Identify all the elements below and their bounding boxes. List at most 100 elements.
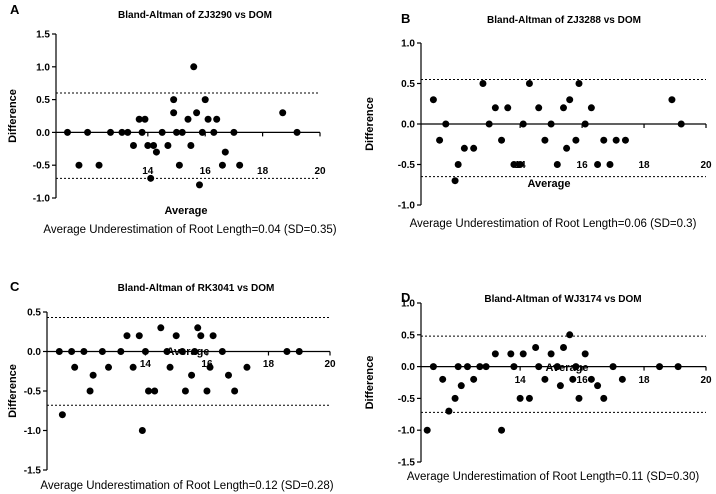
data-point: [163, 348, 171, 355]
data-point: [141, 348, 149, 355]
data-point: [145, 387, 153, 395]
data-point: [138, 427, 146, 434]
data-point: [525, 80, 533, 87]
data-point: [674, 363, 682, 371]
data-point: [243, 363, 251, 371]
data-point: [572, 363, 580, 371]
data-point: [621, 136, 629, 144]
y-tick-label: -0.5: [33, 161, 51, 172]
y-tick-label: -1.5: [398, 458, 416, 469]
x-axis-label: Average: [545, 362, 588, 374]
x-tick-label: 18: [263, 359, 275, 370]
data-point: [173, 128, 181, 136]
data-point: [150, 142, 158, 150]
data-point: [135, 332, 143, 340]
data-point: [553, 363, 561, 371]
data-point: [172, 332, 180, 340]
data-point: [535, 104, 543, 112]
x-tick-label: 18: [638, 375, 650, 386]
data-point: [98, 348, 106, 355]
data-point: [68, 348, 76, 355]
data-point: [575, 394, 583, 402]
data-point: [569, 375, 577, 383]
data-point: [541, 375, 549, 383]
data-point: [201, 96, 209, 104]
y-tick-label: 0.0: [36, 128, 50, 139]
data-point: [175, 161, 183, 169]
data-point: [84, 128, 92, 136]
y-tick-label: -0.5: [398, 394, 416, 405]
y-tick-label: 1.0: [36, 62, 50, 73]
caption: Average Underestimation of Root Length=0…: [40, 480, 333, 492]
data-point: [141, 115, 149, 123]
data-point: [504, 104, 512, 112]
panel-letter: C: [10, 279, 20, 294]
data-point: [190, 63, 198, 71]
data-point: [566, 331, 574, 339]
data-point: [479, 80, 487, 87]
data-point: [463, 363, 471, 371]
data-point: [117, 348, 125, 355]
y-tick-label: 0.5: [401, 79, 415, 90]
y-tick-label: -0.5: [398, 160, 416, 171]
data-point: [197, 332, 205, 340]
x-tick-label: 14: [142, 166, 154, 177]
data-point: [476, 363, 484, 371]
data-point: [563, 144, 571, 152]
data-point: [618, 375, 626, 383]
data-point: [151, 387, 159, 395]
data-point: [560, 104, 567, 112]
data-point: [55, 348, 63, 355]
data-point: [204, 115, 212, 123]
panel-c: C Bland-Altman of RK3041 vs DOM -1.5 -1.0 -0…: [7, 279, 336, 492]
data-point: [187, 142, 195, 150]
data-point: [95, 161, 103, 169]
panel-letter: D: [401, 290, 410, 305]
data-point: [566, 96, 574, 104]
data-point: [460, 144, 468, 152]
data-point: [560, 344, 567, 352]
data-point: [482, 363, 490, 371]
y-axis-label: Difference: [364, 356, 376, 410]
y-tick-label: -1.5: [24, 466, 42, 477]
data-point: [541, 136, 549, 144]
data-point: [213, 115, 221, 123]
x-tick-label: 18: [638, 160, 650, 171]
data-point: [572, 136, 580, 144]
x-tick-label: 20: [700, 375, 712, 386]
data-point: [606, 161, 614, 168]
data-point: [203, 387, 211, 395]
data-point: [510, 363, 518, 371]
data-point: [283, 348, 291, 355]
x-axis-label: Average: [527, 178, 570, 190]
data-point: [457, 382, 465, 390]
y-tick-label: 0.5: [401, 330, 415, 341]
x-tick-label: 20: [700, 160, 712, 171]
data-point: [439, 375, 447, 383]
data-point: [451, 394, 459, 402]
data-point: [423, 426, 431, 434]
data-point: [107, 128, 115, 136]
panel-letter: B: [401, 11, 410, 26]
panel-letter: A: [10, 2, 20, 17]
data-point: [547, 120, 555, 128]
data-point: [587, 104, 595, 112]
data-point: [442, 120, 450, 128]
data-point: [668, 96, 676, 104]
data-point: [157, 324, 165, 332]
data-point: [470, 375, 478, 383]
data-point: [164, 142, 172, 150]
data-point: [89, 371, 97, 379]
data-point: [498, 136, 506, 144]
data-point: [454, 363, 462, 371]
data-point: [436, 136, 444, 144]
y-tick-label: -1.0: [398, 426, 416, 437]
data-point: [135, 115, 143, 123]
data-point: [178, 128, 186, 136]
data-point: [293, 128, 301, 136]
y-axis-label: Difference: [7, 89, 19, 143]
y-tick-label: 0.0: [401, 120, 415, 131]
panel-d: D Bland-Altman of WJ3174 vs DOM -1.5 -1.0 -0…: [364, 290, 712, 483]
data-point: [677, 120, 685, 128]
